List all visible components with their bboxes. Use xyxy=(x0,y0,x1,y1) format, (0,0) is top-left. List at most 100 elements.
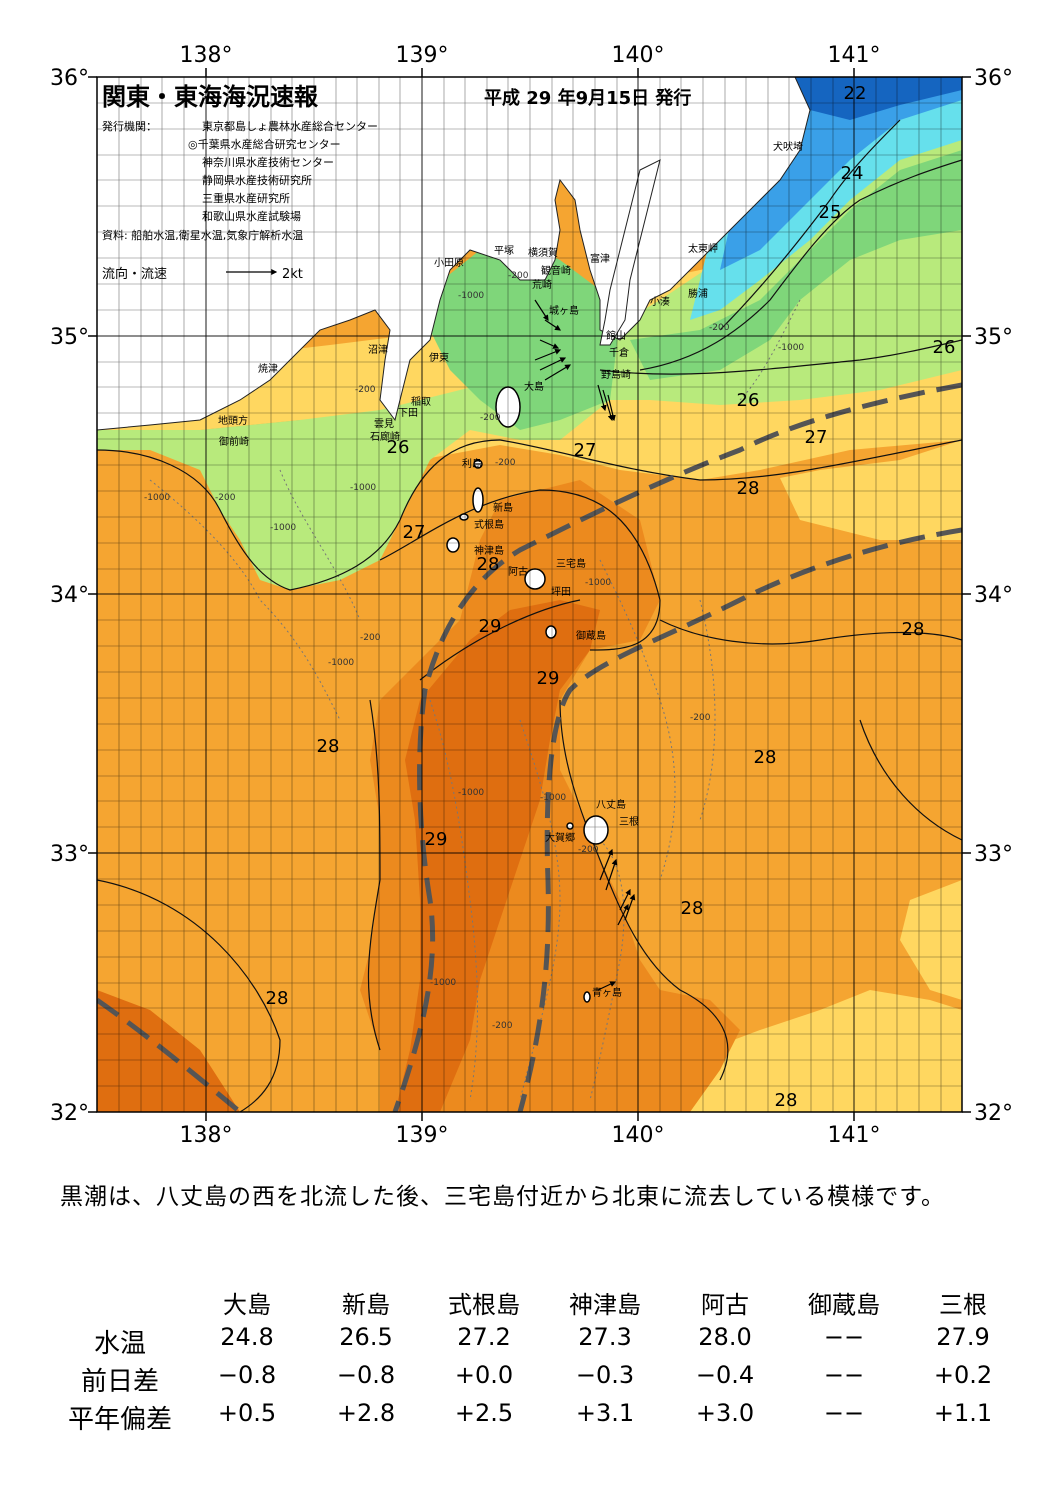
lat-label-left-36: 36° xyxy=(50,66,89,91)
place-sanne: 三根 xyxy=(619,815,639,828)
map-title: 関東・東海海況速報 xyxy=(102,83,319,111)
sea-23-zone xyxy=(720,77,962,270)
place-katsuura: 勝浦 xyxy=(688,287,708,300)
isotherm-label: 28 xyxy=(681,898,704,919)
flow-legend-label: 流向・流速 xyxy=(102,266,167,282)
lat-label-left-33: 33° xyxy=(50,842,89,867)
stat-value: 26.5 xyxy=(339,1323,393,1351)
place-hiratsuka: 平塚 xyxy=(494,245,514,257)
place-shikinejima: 式根島 xyxy=(474,518,504,531)
stats-header-row: 大島 新島 式根島 神津島 阿古 御蔵島 三根 xyxy=(40,1285,1040,1323)
publisher-5: 三重県水産研究所 xyxy=(202,191,290,205)
stats-row-daily-diff: 前日差 −0.8 −0.8 +0.0 −0.3 −0.4 −− +0.2 xyxy=(40,1361,1040,1399)
stat-value: +2.8 xyxy=(336,1399,396,1427)
stat-value: +3.0 xyxy=(695,1399,755,1427)
place-jogashima: 城ヶ島 xyxy=(549,304,579,317)
lat-label-right-36: 36° xyxy=(974,66,1013,91)
lat-label-right-35: 35° xyxy=(974,325,1013,350)
station-header: 式根島 xyxy=(448,1291,520,1319)
stat-value: +3.1 xyxy=(575,1399,635,1427)
publisher-2: ◎千葉県水産総合研究センター xyxy=(188,137,341,151)
isotherm-label: 28 xyxy=(737,478,760,499)
lon-label-top-140: 140° xyxy=(612,43,665,68)
lat-label-right-34: 34° xyxy=(974,583,1013,608)
lat-label-left-34: 34° xyxy=(50,583,89,608)
place-okago: 大賀郷 xyxy=(545,831,575,844)
stat-value: +0.2 xyxy=(933,1361,993,1389)
place-inatori: 稲取 xyxy=(411,396,431,408)
place-ako: 阿古 xyxy=(508,565,528,578)
place-kominato: 小湊 xyxy=(650,295,670,308)
place-yokosuka: 横須賀 xyxy=(528,246,558,259)
place-taitomisaki: 太東岬 xyxy=(688,242,718,255)
publishers-label: 発行機関： xyxy=(102,119,157,133)
lon-label-bottom-140: 140° xyxy=(612,1123,665,1148)
island-hachijo-kojima xyxy=(566,822,574,830)
isotherm-label: 26 xyxy=(737,390,760,411)
place-mikurajima: 御蔵島 xyxy=(576,629,606,642)
stat-value: 27.2 xyxy=(457,1323,511,1351)
depth-label: -1000 xyxy=(270,523,296,533)
station-header: 神津島 xyxy=(569,1291,641,1319)
isotherm-label: 28 xyxy=(477,554,500,575)
depth-label: -200 xyxy=(690,713,711,723)
stat-value: 27.9 xyxy=(936,1323,990,1351)
lat-label-right-32: 32° xyxy=(974,1101,1013,1126)
degree-grid xyxy=(97,77,962,1112)
summary-text: 黒潮は、八丈島の西を北流した後、三宅島付近から北東に流去している模様です。 xyxy=(60,1184,946,1210)
isotherm-label: 28 xyxy=(902,619,925,640)
depth-label: -200 xyxy=(492,1021,513,1031)
place-tsubota: 坪田 xyxy=(551,585,571,598)
lon-label-top-141: 141° xyxy=(828,43,881,68)
depth-label: -200 xyxy=(709,323,730,333)
station-header: 阿古 xyxy=(701,1291,749,1319)
place-niijima: 新島 xyxy=(493,501,513,514)
place-omaezaki: 御前崎 xyxy=(219,435,249,448)
stat-value: −0.3 xyxy=(575,1361,635,1389)
isotherm-label: 29 xyxy=(425,829,448,850)
depth-label: -1000 xyxy=(328,658,354,668)
stat-value: −0.4 xyxy=(695,1361,755,1389)
depth-label: -1000 xyxy=(350,483,376,493)
place-aogashima: 青ヶ島 xyxy=(592,986,622,999)
island-kozushima xyxy=(446,537,460,553)
stat-value: −− xyxy=(823,1323,865,1351)
stat-value: +2.5 xyxy=(454,1399,514,1427)
depth-label: -200 xyxy=(508,271,529,281)
kuroshio-axis xyxy=(97,382,962,1112)
isotherm-label: 26 xyxy=(387,437,410,458)
lon-label-top-138: 138° xyxy=(180,43,233,68)
isotherm-label: 22 xyxy=(844,83,867,104)
depth-label: -200 xyxy=(360,633,381,643)
place-oshima: 大島 xyxy=(524,380,544,393)
issue-date: 平成 29 年9月15日 発行 xyxy=(484,87,691,109)
place-jitokata: 地頭方 xyxy=(218,414,248,427)
lon-label-bottom-139: 139° xyxy=(396,1123,449,1148)
land-honshu xyxy=(97,77,811,431)
depth-label: -1000 xyxy=(458,291,484,301)
station-header: 御蔵島 xyxy=(808,1291,880,1319)
sea-29-core xyxy=(395,600,600,1112)
island-niijima xyxy=(472,487,484,513)
depth-label: -1000 xyxy=(144,493,170,503)
data-source: 資料: 船舶水温,衛星水温,気象庁解析水温 xyxy=(102,228,303,242)
isotherm-label: 28 xyxy=(775,1090,798,1111)
depth-label: -1000 xyxy=(778,343,804,353)
place-irozaki: 石廊崎 xyxy=(370,430,400,443)
publisher-3: 神奈川県水産技術センター xyxy=(202,155,334,169)
isotherm-label: 29 xyxy=(479,616,502,637)
stat-value: +1.1 xyxy=(933,1399,993,1427)
sea-26-zone xyxy=(97,370,610,590)
flow-legend-unit: 2kt xyxy=(282,267,303,282)
place-inubosaki: 犬吠埼 xyxy=(773,140,803,153)
place-nojimazaki: 野島崎 xyxy=(601,368,631,381)
stat-value: +0.0 xyxy=(454,1361,514,1389)
isotherm-label: 27 xyxy=(574,440,597,461)
place-kozushima: 神津島 xyxy=(474,544,504,557)
lon-label-top-139: 139° xyxy=(396,43,449,68)
stats-row-water-temp: 水温 24.8 26.5 27.2 27.3 28.0 −− 27.9 xyxy=(40,1323,1040,1361)
depth-label: -200 xyxy=(355,385,376,395)
depth-label: -200 xyxy=(215,493,236,503)
row-label: 平年偏差 xyxy=(67,1405,173,1435)
isotherm-label: 24 xyxy=(841,163,864,184)
